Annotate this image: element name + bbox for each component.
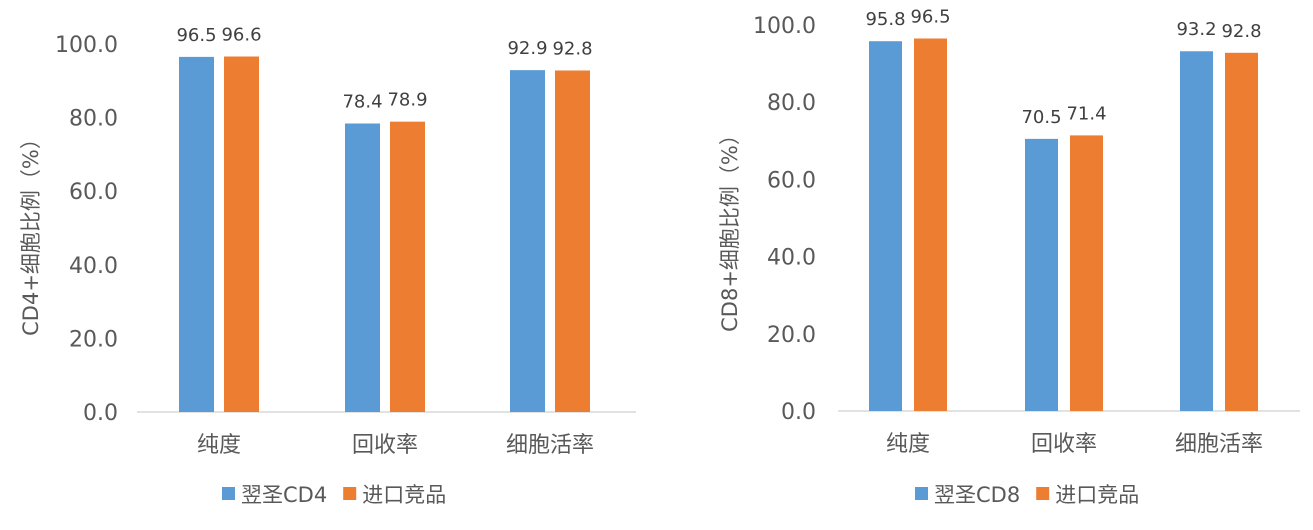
legend-swatch <box>915 487 928 500</box>
data-label: 96.5 <box>910 7 950 28</box>
data-label: 92.9 <box>507 38 547 59</box>
legend-label: 翌圣CD4 <box>241 483 327 507</box>
x-tick-label: 纯度 <box>886 432 930 457</box>
bar <box>510 70 545 413</box>
legend-label: 翌圣CD8 <box>934 483 1020 507</box>
y-tick-label: 80.0 <box>69 107 118 132</box>
data-label: 96.5 <box>176 25 216 46</box>
legend-swatch <box>222 487 235 500</box>
data-label: 95.8 <box>865 9 905 30</box>
bar <box>224 56 259 413</box>
y-tick-label: 80.0 <box>767 91 816 116</box>
y-tick-label: 60.0 <box>69 180 118 205</box>
x-tick-label: 细胞活率 <box>1175 432 1263 457</box>
bar <box>1225 52 1258 412</box>
y-tick-label: 0.0 <box>83 401 118 426</box>
bar <box>869 41 902 411</box>
data-label: 92.8 <box>552 38 592 59</box>
y-tick-label: 20.0 <box>767 323 816 348</box>
x-tick-label: 纯度 <box>197 433 241 458</box>
legend-label: 进口竞品 <box>1055 483 1139 507</box>
bar <box>345 123 380 412</box>
y-tick-label: 40.0 <box>767 246 816 271</box>
bar <box>1070 135 1103 411</box>
y-tick-label: 100.0 <box>55 33 118 58</box>
x-tick-label: 回收率 <box>352 433 418 458</box>
chart-cd4: 0.0 20.0 40.0 60.0 80.0 100.0 CD4+细胞比例（%） 纯度 96.… <box>19 25 636 507</box>
bar <box>914 38 947 411</box>
y-tick-label: 60.0 <box>767 168 816 193</box>
legend-swatch <box>1036 487 1050 500</box>
bar <box>179 56 214 412</box>
data-label: 70.5 <box>1021 107 1061 128</box>
data-label: 78.9 <box>387 90 427 111</box>
y-tick-label: 0.0 <box>781 400 816 425</box>
x-tick-label: 回收率 <box>1031 432 1097 457</box>
data-label: 78.4 <box>342 91 382 112</box>
bar <box>1025 138 1058 411</box>
x-tick-label: 细胞活率 <box>506 433 594 458</box>
data-label: 92.8 <box>1221 21 1261 42</box>
y-axis-title: CD4+细胞比例（%） <box>19 128 43 336</box>
legend-swatch <box>343 487 357 500</box>
bar <box>390 121 425 412</box>
data-label: 93.2 <box>1176 19 1216 40</box>
bar <box>1180 51 1213 412</box>
y-axis-title: CD8+细胞比例（%） <box>718 124 742 332</box>
y-tick-label: 40.0 <box>69 254 118 279</box>
bar <box>555 70 590 412</box>
y-tick-label: 100.0 <box>753 14 816 39</box>
legend-label: 进口竞品 <box>362 483 446 507</box>
data-label: 96.6 <box>221 25 261 46</box>
data-label: 71.4 <box>1066 103 1106 124</box>
chart-cd8: 0.0 20.0 40.0 60.0 80.0 100.0 CD8+细胞比例（%） 纯度 95.… <box>718 7 1300 507</box>
y-tick-label: 20.0 <box>69 327 118 352</box>
